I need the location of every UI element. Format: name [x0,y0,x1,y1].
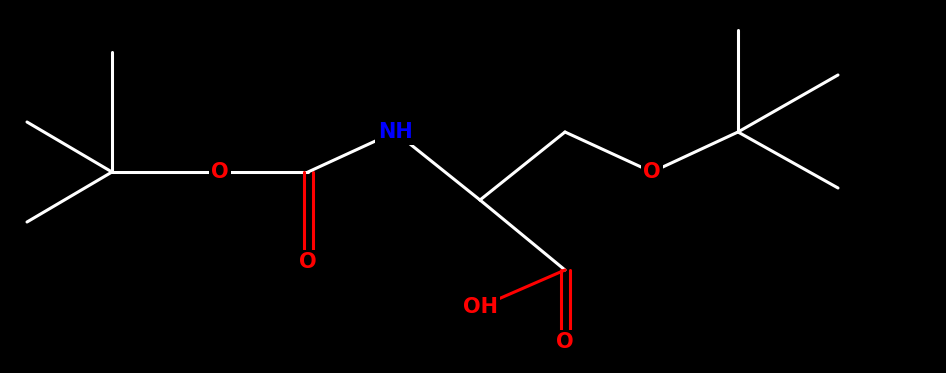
Text: O: O [211,162,229,182]
Text: O: O [643,162,661,182]
Text: NH: NH [377,122,412,142]
Text: O: O [556,332,574,352]
Text: OH: OH [463,297,498,317]
Text: O: O [299,252,317,272]
